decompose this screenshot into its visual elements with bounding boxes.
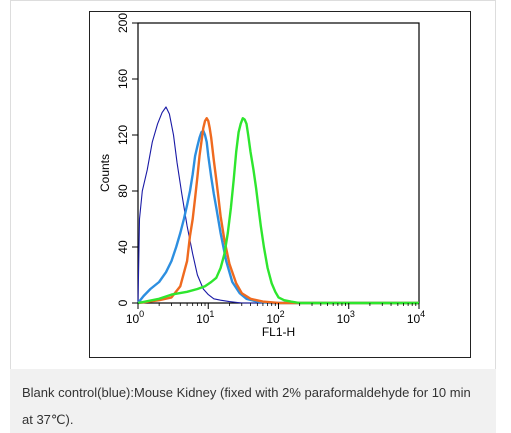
y-tick-label: 40: [116, 240, 130, 254]
caption-bar: Blank control(blue):Mouse Kidney (fixed …: [10, 369, 496, 433]
plot-panel: 100 101 102 103 104 0 40 80 120 160 200 FL1-H Coun…: [89, 11, 471, 358]
y-tick-label: 0: [116, 299, 130, 306]
histogram-series-1: [137, 106, 419, 304]
y-tick-label: 200: [116, 13, 130, 33]
y-axis-title: Counts: [98, 154, 112, 192]
series-layer: [137, 106, 419, 305]
figure-card: 100 101 102 103 104 0 40 80 120 160 200 FL1-H Coun…: [10, 0, 496, 370]
plot-frame: [90, 12, 470, 357]
y-tick-label: 80: [116, 184, 130, 198]
y-tick-label: 120: [116, 125, 130, 145]
histogram-series-3: [137, 117, 419, 305]
histogram-series-2: [137, 129, 419, 305]
x-axis-title: FL1-H: [262, 325, 295, 339]
figure-caption: Blank control(blue):Mouse Kidney (fixed …: [22, 385, 471, 427]
y-tick-label: 160: [116, 69, 130, 89]
histogram-series-4: [137, 117, 419, 305]
